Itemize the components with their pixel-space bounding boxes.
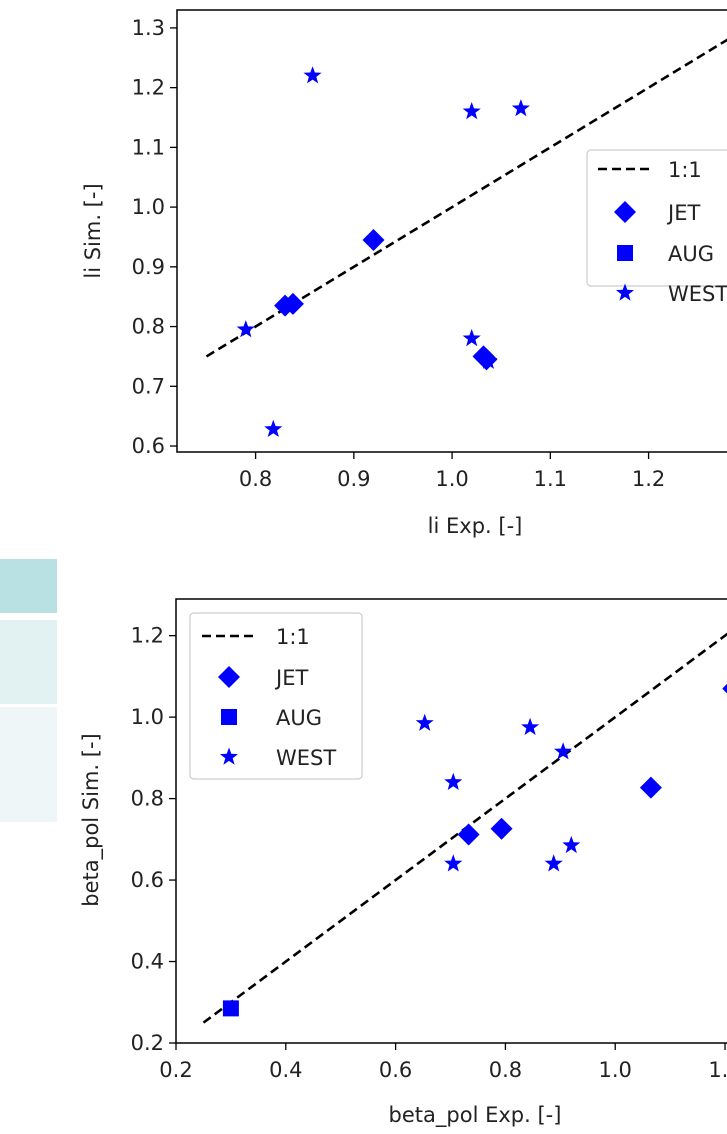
x-tick-label: 0.2 [159, 1058, 192, 1082]
aug-point [222, 1000, 239, 1017]
y-tick-label: 1.0 [132, 195, 165, 219]
legend-marker-shape [616, 283, 634, 301]
x-axis-label-beta-pol: beta_pol Exp. [-] [389, 1103, 562, 1128]
x-ticks-li: 0.8 0.9 1.0 1.1 1.2 [239, 452, 665, 491]
x-tick-label: 0.8 [239, 467, 272, 491]
chart-panel-beta-pol: 0.2 0.4 0.6 0.8 1.0 1.2 0.2 0.4 0.6 0.8 1.0 1.2 be… [79, 598, 727, 1128]
sidebar-block-2 [0, 620, 57, 704]
data-points-beta-pol [222, 683, 727, 1017]
y-tick-label: 0.8 [131, 787, 164, 811]
legend-label-aug: AUG [276, 706, 322, 730]
x-tick-label: 1.2 [708, 1058, 727, 1082]
y-tick-label: 0.6 [131, 868, 164, 892]
legend-marker-shape [218, 666, 240, 688]
west-point [444, 772, 463, 790]
legend-marker-west [616, 283, 634, 301]
legend-box-beta-pol [189, 612, 363, 780]
west-point [415, 713, 434, 731]
west-point [562, 835, 581, 854]
x-tick-label: 1.2 [632, 467, 665, 491]
y-tick-label: 0.4 [131, 950, 164, 974]
west-point [554, 742, 573, 760]
y-tick-label: 0.7 [132, 374, 165, 398]
west-point [462, 102, 481, 120]
x-tick-label: 0.8 [489, 1058, 522, 1082]
plot-area-li [205, 38, 727, 437]
jet-point [457, 823, 480, 846]
chart-panel-li: 0.8 0.9 1.0 1.1 1.2 0.6 0.7 0.8 0.9 1.0 1.1 1.2 1.3… [81, 9, 727, 538]
jet-point [722, 683, 727, 694]
legend-beta-pol: 1:1 JET AUG WEST [189, 612, 363, 780]
legend-marker-aug [617, 245, 633, 261]
y-tick-label: 1.3 [132, 16, 165, 40]
legend-label-jet: JET [666, 201, 700, 225]
y-tick-label: 0.2 [131, 1031, 164, 1055]
x-axis-label-li: li Exp. [-] [428, 514, 523, 538]
x-tick-label: 0.6 [379, 1058, 412, 1082]
y-tick-label: 0.9 [132, 255, 165, 279]
legend-li: 1:1 JET AUG WEST [586, 149, 727, 306]
legend-marker-shape [220, 747, 238, 765]
data-points-li [236, 66, 530, 437]
y-axis-label-beta-pol: beta_pol Sim. [-] [79, 733, 104, 906]
plot-area-beta-pol [202, 632, 727, 1024]
y-ticks-li: 0.6 0.7 0.8 0.9 1.0 1.1 1.2 1.3 [132, 16, 177, 458]
legend-marker-jet [218, 666, 240, 688]
legend-marker-shape [617, 245, 633, 261]
west-point [544, 854, 563, 872]
west-point [444, 854, 463, 872]
x-tick-label: 0.9 [337, 467, 370, 491]
legend-marker-shape [614, 201, 636, 223]
legend-label-ratio: 1:1 [668, 158, 702, 182]
legend-marker-west [220, 747, 238, 765]
x-ticks-beta-pol: 0.2 0.4 0.6 0.8 1.0 1.2 [159, 1043, 727, 1082]
jet-point [490, 817, 513, 840]
legend-label-west: WEST [668, 282, 727, 306]
y-tick-label: 1.2 [132, 76, 165, 100]
x-tick-label: 0.4 [269, 1058, 302, 1082]
legend-marker-shape [221, 709, 237, 725]
legend-label-west: WEST [276, 746, 336, 770]
x-tick-label: 1.1 [534, 467, 567, 491]
west-point [521, 717, 540, 735]
sidebar-block-1 [0, 559, 57, 613]
axes-frame-li [176, 9, 727, 453]
legend-label-aug: AUG [668, 242, 714, 266]
west-point [264, 419, 283, 437]
west-point [479, 351, 498, 369]
sidebar-block-3 [0, 707, 57, 822]
y-ticks-beta-pol: 0.2 0.4 0.6 0.8 1.0 1.2 [131, 624, 176, 1055]
legend-marker-aug [221, 709, 237, 725]
y-tick-label: 1.0 [131, 705, 164, 729]
west-point [462, 329, 481, 347]
x-tick-label: 1.0 [435, 467, 468, 491]
legend-label-ratio: 1:1 [276, 625, 310, 649]
west-point [236, 320, 255, 338]
x-tick-label: 1.0 [599, 1058, 632, 1082]
y-axis-label-li: li Sim. [-] [81, 183, 105, 278]
y-tick-label: 1.1 [132, 135, 165, 159]
legend-label-jet: JET [274, 666, 308, 690]
axes-frame-beta-pol [175, 598, 727, 1044]
one-to-one-line [202, 632, 727, 1024]
y-tick-label: 0.8 [132, 315, 165, 339]
west-point [511, 99, 530, 117]
jet-point [281, 292, 304, 315]
legend-marker-jet [614, 201, 636, 223]
y-tick-label: 0.6 [132, 434, 165, 458]
west-point [303, 66, 322, 84]
y-tick-label: 1.2 [131, 624, 164, 648]
jet-point [639, 776, 662, 799]
jet-point [362, 228, 385, 251]
